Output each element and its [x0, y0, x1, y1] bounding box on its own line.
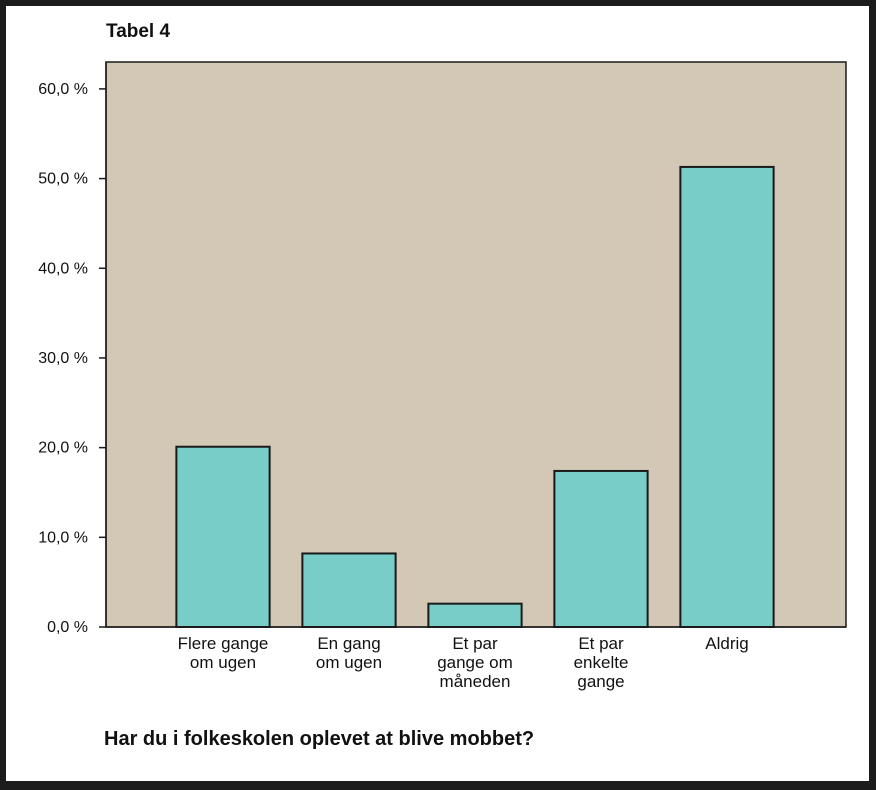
- bar: [301, 552, 397, 629]
- bar-chart: Tabel 4 0,0 % 10,0 % 20,0 % 30,0 % 40,0 % 50,…: [38, 21, 847, 750]
- x-category-label-line: En gang: [317, 634, 380, 653]
- y-tick-label: 60,0 %: [38, 81, 88, 98]
- y-tick-label: 20,0 %: [38, 440, 88, 457]
- x-category-label-line: måneden: [440, 672, 511, 691]
- x-category-label-line: Aldrig: [705, 634, 748, 653]
- x-category-label-line: Et par: [452, 634, 498, 653]
- bar: [427, 602, 523, 629]
- chart-frame: Tabel 4 0,0 % 10,0 % 20,0 % 30,0 % 40,0 % 50,…: [6, 6, 869, 781]
- bar: [553, 469, 649, 629]
- x-category-label-line: om ugen: [190, 653, 256, 672]
- x-category-label-line: Et par: [578, 634, 624, 653]
- x-axis-title: Har du i folkeskolen oplevet at blive mo…: [104, 728, 534, 750]
- x-category-label-line: gange om: [437, 653, 513, 672]
- x-category-label-line: om ugen: [316, 653, 382, 672]
- bar: [175, 445, 271, 628]
- x-category-label: Et par enkelte gange: [574, 634, 629, 691]
- x-category-label-line: enkelte: [574, 653, 629, 672]
- y-tick-label: 10,0 %: [38, 529, 88, 546]
- x-category-label: Et par gange om måneden: [437, 634, 513, 691]
- y-axis: 0,0 % 10,0 % 20,0 % 30,0 % 40,0 % 50,0 % 60,0 …: [38, 81, 106, 636]
- x-category-label-line: Flere gange: [178, 634, 269, 653]
- y-tick-label: 50,0 %: [38, 171, 88, 188]
- y-tick-label: 40,0 %: [38, 260, 88, 277]
- chart-title: Tabel 4: [106, 21, 170, 42]
- x-category-label-line: gange: [577, 672, 624, 691]
- x-category-label: Flere gange om ugen: [178, 634, 269, 672]
- x-category-label: Aldrig: [705, 634, 748, 653]
- bar: [679, 165, 775, 629]
- y-tick-label: 0,0 %: [47, 619, 88, 636]
- x-category-label: En gang om ugen: [316, 634, 382, 672]
- y-tick-label: 30,0 %: [38, 350, 88, 367]
